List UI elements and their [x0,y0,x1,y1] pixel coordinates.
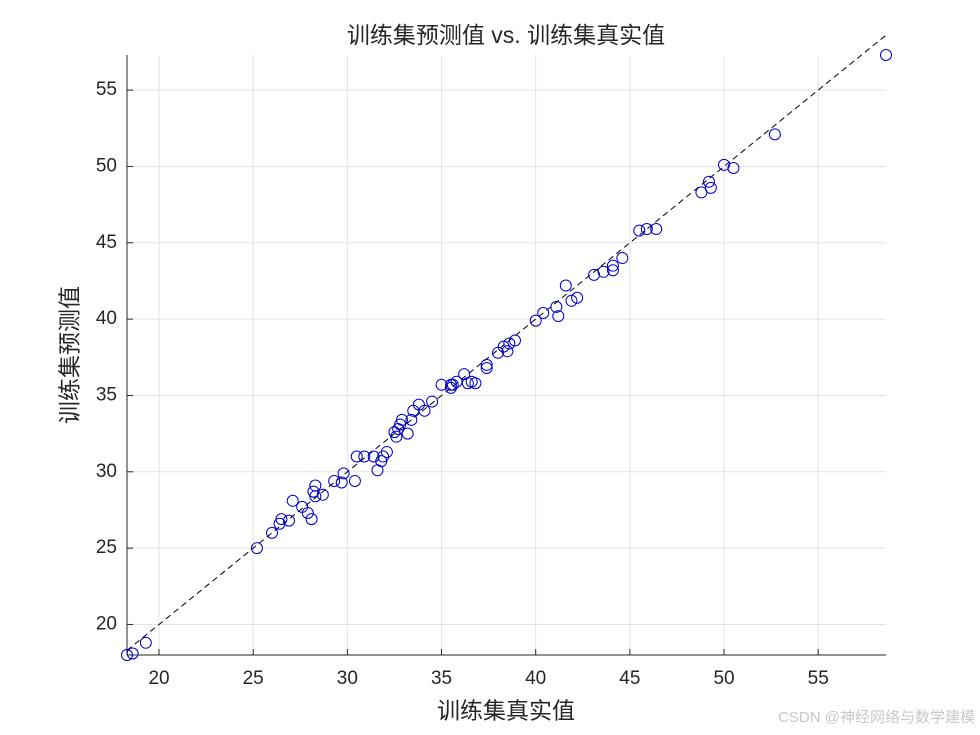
point [266,526,279,539]
point [139,636,152,649]
point [401,427,414,440]
point [727,161,740,174]
point [880,49,892,61]
point [426,395,439,408]
point [380,445,393,458]
point [390,430,403,443]
point [695,186,708,199]
y-tick-label: 35 [96,384,117,405]
x-tick-label: 50 [713,668,734,689]
point [328,474,341,487]
point [633,224,646,237]
point [121,649,133,661]
point [529,314,542,327]
point [348,474,361,487]
y-tick-label: 40 [96,308,117,329]
point [702,175,715,188]
x-tick-label: 55 [808,668,829,689]
point [335,476,348,489]
y-tick-label: 50 [96,155,117,176]
point [305,513,318,526]
point [616,252,629,265]
chart-title: 训练集预测值 vs. 训练集真实值 [347,22,665,48]
point [650,223,663,236]
point [640,223,653,236]
x-axis-label: 训练集真实值 [437,698,575,723]
point [337,467,350,480]
point [571,291,584,304]
y-axis-label: 训练集预测值 [57,286,82,424]
point [480,361,493,374]
point [565,294,578,307]
point [418,404,431,417]
point [296,500,309,513]
y-tick-label: 25 [96,537,117,558]
x-tick-label: 35 [431,668,452,689]
point [501,345,514,358]
reference-line [126,34,887,651]
y-tick-label: 20 [96,613,117,634]
point [412,398,425,411]
point [358,450,371,463]
y-tick-label: 30 [96,461,117,482]
x-tick-label: 40 [525,668,546,689]
point [559,279,572,292]
point [275,513,288,526]
point [377,450,390,463]
point [588,268,601,281]
watermark: CSDN @神经网络与数学建模 [778,709,975,726]
point [606,264,619,277]
point [497,340,510,353]
point [480,358,493,371]
point [350,450,363,463]
point [550,300,563,313]
point [503,337,516,350]
point [718,158,731,171]
point [597,265,610,278]
point [446,378,459,391]
point [309,490,322,503]
point [367,450,380,463]
point [282,514,295,527]
point [250,542,263,555]
point [469,377,482,390]
y-tick-label: 55 [96,79,117,100]
x-tick-label: 20 [148,668,169,689]
point [552,310,565,323]
point [704,181,717,194]
point [537,307,550,320]
point [405,413,418,426]
point [394,418,407,431]
point [126,647,139,660]
point [508,334,521,347]
point [316,488,329,501]
y-tick-label: 45 [96,232,117,253]
point [768,128,781,141]
point [309,479,322,492]
x-tick-label: 25 [243,668,264,689]
x-tick-label: 30 [337,668,358,689]
point [606,259,619,272]
point [286,494,299,507]
point [301,507,314,520]
x-tick-label: 45 [619,668,640,689]
